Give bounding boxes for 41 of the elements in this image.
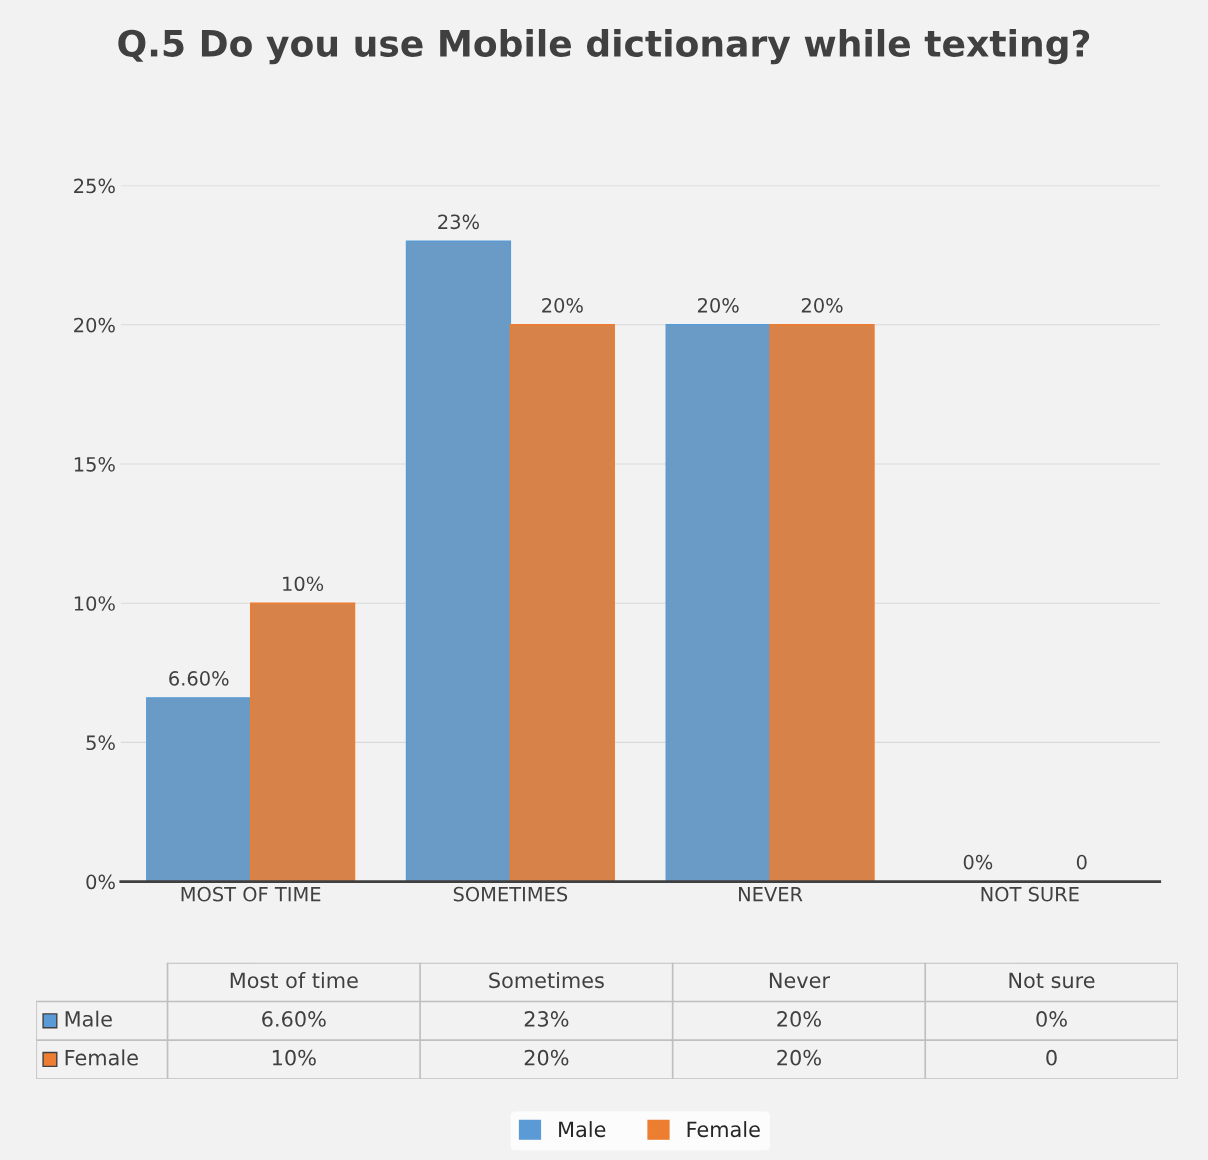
bar bbox=[249, 602, 356, 882]
x-tick-label: SOMETIMES bbox=[453, 886, 568, 902]
y-tick-label: 25% bbox=[74, 178, 115, 194]
x-tick-label: NOT SURE bbox=[981, 886, 1079, 902]
text: 0% bbox=[963, 854, 993, 870]
text: 23% bbox=[438, 214, 479, 230]
y-tick-label: 10% bbox=[74, 596, 115, 611]
text: Never bbox=[769, 972, 830, 989]
bar bbox=[665, 324, 771, 882]
text: Not sure bbox=[1009, 972, 1095, 989]
data-label: 20% bbox=[524, 1049, 569, 1066]
data-label: 20% bbox=[777, 1049, 821, 1066]
text: 10% bbox=[283, 576, 324, 592]
bar bbox=[509, 324, 615, 882]
legend-label: Male bbox=[65, 1010, 112, 1027]
text: 6.60% bbox=[169, 671, 229, 686]
data-label: 10% bbox=[272, 1049, 316, 1066]
data-label: 23% bbox=[524, 1011, 569, 1027]
y-tick-label: 20% bbox=[74, 317, 115, 333]
y-tick-label: 0% bbox=[86, 874, 115, 890]
bar bbox=[405, 240, 512, 882]
text: Sometimes bbox=[489, 972, 604, 989]
text: 0 bbox=[1076, 854, 1087, 870]
data-label: 6.60% bbox=[262, 1011, 326, 1027]
text: 20% bbox=[801, 297, 843, 313]
x-tick-label: MOST OF TIME bbox=[181, 886, 321, 902]
x-tick-label: NEVER bbox=[739, 887, 803, 902]
text: 20% bbox=[542, 297, 583, 313]
bar bbox=[769, 324, 875, 882]
legend-label: Female bbox=[65, 1049, 138, 1066]
chart-title: Q.5 Do you use Mobile dictionary while texting? bbox=[118, 29, 1090, 65]
data-label: 0 bbox=[1046, 1049, 1057, 1066]
text: 20% bbox=[697, 297, 739, 313]
y-tick-label: 15% bbox=[74, 456, 115, 472]
text: Male bbox=[559, 1121, 606, 1138]
text: Most of time bbox=[230, 972, 358, 989]
bar bbox=[146, 697, 252, 882]
data-label: 0% bbox=[1036, 1011, 1067, 1027]
y-tick-label: 5% bbox=[86, 735, 115, 751]
data-label: 20% bbox=[777, 1011, 821, 1027]
text: Female bbox=[687, 1121, 760, 1138]
